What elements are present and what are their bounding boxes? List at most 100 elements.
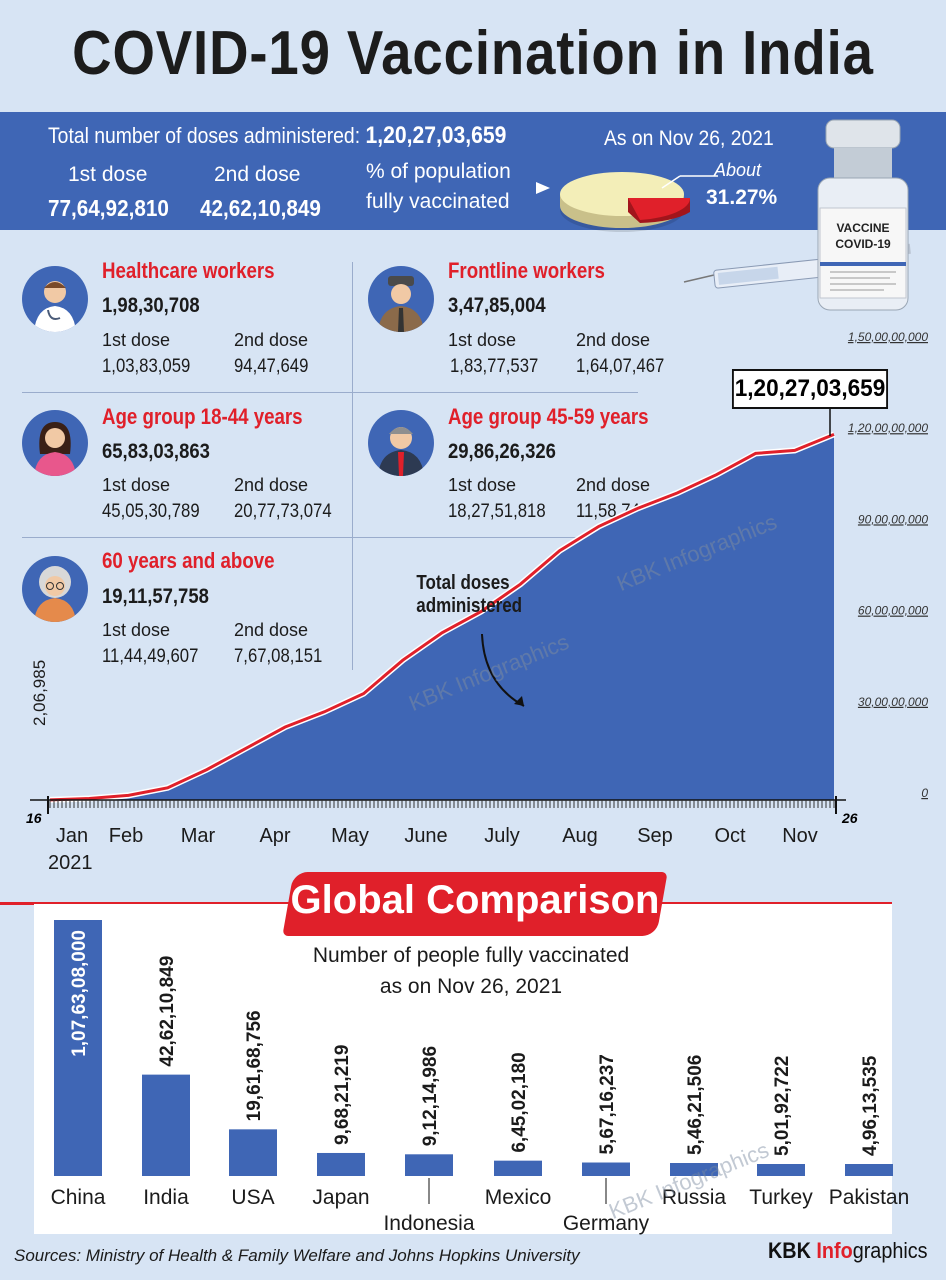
second-dose-label: 2nd dose	[214, 163, 301, 186]
brand-info: Info	[816, 1238, 853, 1263]
country-label: Mexico	[484, 1186, 552, 1209]
bar-india	[142, 1074, 190, 1176]
bar-value-label: 9,12,14,986	[420, 1046, 441, 1146]
cat-healthcare-second-label: 2nd dose	[234, 330, 309, 350]
pie-vaccinated-slice	[628, 198, 691, 220]
summary-band	[0, 112, 946, 230]
y-axis-label: 30,00,00,000	[858, 695, 928, 709]
bar-mexico	[494, 1160, 542, 1176]
country-label: Germany	[562, 1212, 650, 1235]
bar-value-label: 19,61,68,756	[244, 1010, 265, 1121]
country-label: China	[50, 1186, 106, 1209]
cat-frontline-first: 1,83,77,537	[450, 356, 539, 377]
brand-graphics: graphics	[852, 1238, 928, 1263]
cat-healthcare-second: 94,47,649	[234, 356, 309, 377]
month-label: Aug	[562, 825, 598, 847]
month-label: June	[404, 825, 448, 847]
cat-45-59-second-label: 2nd dose	[576, 475, 651, 495]
country-label: Indonesia	[383, 1212, 475, 1235]
bar-value-label: 5,67,16,237	[597, 1054, 618, 1154]
pct-label-2: fully vaccinated	[366, 190, 510, 213]
cat-18-44-total: 65,83,03,863	[102, 440, 210, 463]
bar-value-label: 5,46,21,506	[685, 1055, 706, 1155]
bar-value-label: 4,96,13,535	[860, 1055, 881, 1156]
country-label: Turkey	[749, 1186, 813, 1209]
month-label: July	[484, 825, 520, 847]
cat-frontline-second-label: 2nd dose	[576, 330, 651, 350]
month-label: Nov	[782, 825, 818, 847]
bar-indonesia	[405, 1154, 453, 1176]
arrow-right-icon	[536, 182, 550, 194]
page-title: COVID-19 Vaccination in India	[72, 19, 874, 88]
cat-frontline-total: 3,47,85,004	[448, 294, 546, 317]
age-60-plus-avatar	[22, 556, 88, 622]
total-doses-label: Total number of doses administered:	[48, 123, 361, 148]
first-dose-label: 1st dose	[68, 163, 148, 186]
cat-18-44-second-label: 2nd dose	[234, 475, 309, 495]
doses-area-chart: 0 30,00,00,000 60,00,00,000 90,00,00,000 1,2…	[30, 330, 928, 814]
total-doses-value: 1,20,27,03,659	[365, 122, 507, 149]
bar-china	[54, 920, 102, 1176]
country-label: Japan	[312, 1186, 370, 1209]
vaccine-vial-illustration: VACCINE COVID-19	[683, 119, 911, 311]
global-comparison-panel	[34, 904, 892, 1234]
cat-45-59-total: 29,86,26,326	[448, 440, 556, 463]
month-label: Jan	[55, 825, 89, 847]
global-subtitle-1: Number of people fully vaccinated	[312, 944, 630, 967]
country-label: India	[143, 1186, 189, 1209]
global-comparison-title: Global Comparison	[290, 878, 660, 922]
brand-kbk: KBK	[768, 1238, 817, 1263]
year-label: 2021	[48, 852, 93, 874]
total-callout: 1,20,27,03,659	[731, 369, 889, 409]
pie-leader-line	[661, 175, 718, 189]
cat-18-44-second: 20,77,73,074	[234, 501, 332, 522]
cat-frontline-title: Frontline workers	[448, 258, 605, 283]
cat-45-59-first: 18,27,51,818	[448, 501, 546, 522]
y-axis-label: 1,50,00,00,000	[848, 330, 928, 344]
y-axis-label: 1,20,00,00,000	[848, 421, 928, 435]
as-on-date: As on Nov 26, 2021	[604, 127, 774, 150]
category-divider-vertical	[352, 262, 353, 670]
cat-frontline-first-label: 1st dose	[448, 330, 517, 350]
cat-45-59-title: Age group 45-59 years	[448, 404, 649, 429]
category-divider-2	[22, 537, 638, 538]
x-start-label: 16	[26, 810, 42, 826]
about-label: About	[714, 160, 762, 180]
callout-pointer	[829, 408, 831, 436]
cat-18-44-title: Age group 18-44 years	[102, 404, 303, 429]
cat-frontline-second: 1,64,07,467	[576, 356, 665, 377]
age-18-44-avatar	[22, 410, 88, 476]
bar-pakistan	[845, 1164, 893, 1176]
start-value-label: 2,06,985	[30, 659, 49, 726]
bar-value-label: 6,45,02,180	[509, 1052, 530, 1152]
bar-value-label: 9,68,21,219	[332, 1045, 353, 1145]
cat-60-plus-second: 7,67,08,151	[234, 646, 323, 667]
cat-healthcare-total: 1,98,30,708	[102, 294, 200, 317]
cat-60-plus-total: 19,11,57,758	[102, 585, 209, 608]
cat-healthcare-title: Healthcare workers	[102, 258, 275, 283]
vial-label-line2: COVID-19	[835, 237, 891, 251]
country-label: USA	[231, 1186, 275, 1209]
age-45-59-avatar	[368, 410, 434, 476]
y-axis-label: 0	[921, 786, 928, 800]
second-dose-value: 42,62,10,849	[200, 195, 321, 221]
bar-japan	[317, 1152, 365, 1176]
vaccinated-pie	[560, 172, 691, 232]
x-end-label: 26	[842, 810, 858, 826]
cat-healthcare-first-label: 1st dose	[102, 330, 171, 350]
cat-18-44-first: 45,05,30,789	[102, 501, 200, 522]
bar-value-label: 1,07,63,08,000	[69, 930, 90, 1057]
y-axis-label: 90,00,00,000	[858, 512, 928, 526]
category-divider-1	[22, 392, 638, 393]
bar-russia	[670, 1163, 718, 1176]
month-label: Feb	[108, 825, 144, 847]
month-label: Apr	[259, 825, 291, 847]
healthcare-worker-avatar	[22, 266, 88, 332]
month-label: Mar	[180, 825, 216, 847]
first-dose-value: 77,64,92,810	[48, 195, 169, 221]
vial-label-line1: VACCINE	[836, 221, 889, 235]
month-label: Sep	[637, 825, 673, 847]
sources-note: Sources: Ministry of Health & Family Wel…	[14, 1246, 580, 1265]
total-doses: Total number of doses administered: 1,20…	[48, 122, 506, 150]
cat-60-plus-first: 11,44,49,607	[102, 646, 199, 667]
